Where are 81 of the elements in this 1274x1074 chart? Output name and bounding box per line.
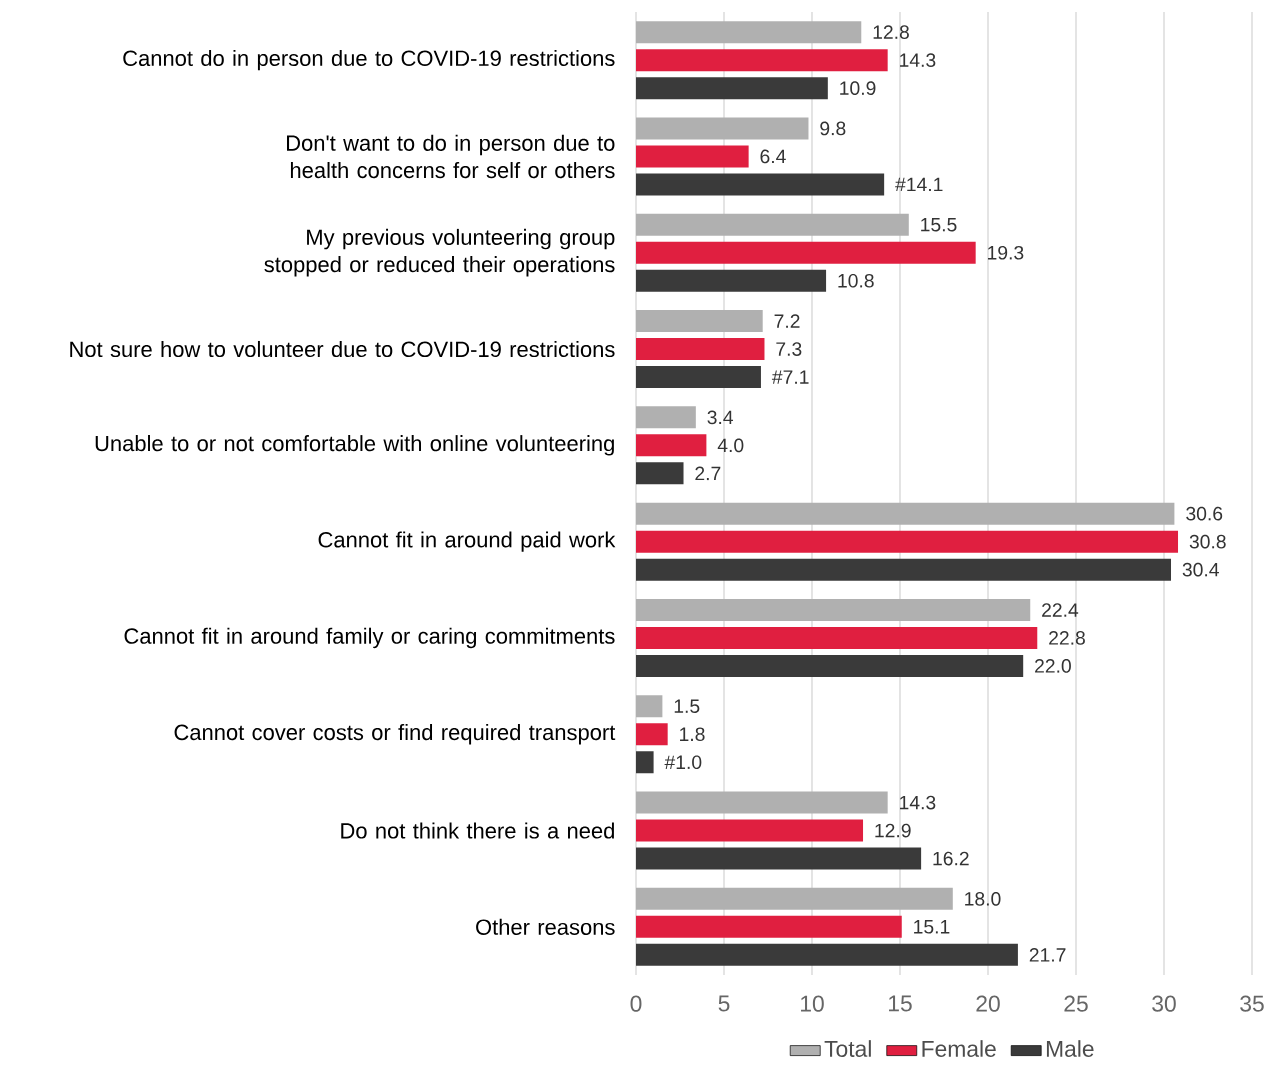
bar <box>636 887 953 910</box>
data-label: 12.8 <box>873 25 909 39</box>
bar <box>636 626 1038 649</box>
data-label: #1.0 <box>664 755 702 770</box>
bar <box>636 310 763 333</box>
bar <box>636 462 684 485</box>
data-label: 16.2 <box>933 851 969 866</box>
y-tick-label: Don't want to do in person due to health concerns for self or others <box>287 134 615 179</box>
data-label: 1.5 <box>674 699 700 713</box>
y-tick-label: Do not think there is a need <box>341 822 614 839</box>
bar <box>636 819 864 842</box>
bar <box>636 366 761 389</box>
legend-label: Female <box>922 1040 996 1057</box>
data-label: 30.8 <box>1189 534 1226 549</box>
data-label: 6.4 <box>760 149 786 164</box>
x-tick-label: 20 <box>976 995 1000 1012</box>
bar <box>636 502 1175 525</box>
data-label: 30.4 <box>1182 562 1219 577</box>
bar <box>636 49 888 72</box>
x-tick-label: 30 <box>1152 995 1176 1012</box>
bar <box>636 915 902 938</box>
data-label: 7.2 <box>774 314 800 328</box>
x-tick-label: 10 <box>801 995 824 1012</box>
bar <box>636 406 696 429</box>
bar <box>636 530 1179 553</box>
data-label: #14.1 <box>895 177 943 192</box>
bar <box>636 269 827 292</box>
bar <box>636 695 663 718</box>
x-tick-label: 5 <box>718 995 730 1012</box>
bar <box>636 943 1018 966</box>
bar <box>636 751 654 774</box>
y-tick-label: Not sure how to volunteer due to COVID-19 restrictions <box>70 340 615 358</box>
y-tick-label: Other reasons <box>476 918 615 935</box>
bar <box>636 791 888 814</box>
bar <box>636 145 749 168</box>
data-label: 2.7 <box>695 466 721 481</box>
data-label: 15.5 <box>921 218 957 232</box>
data-label: 22.8 <box>1049 631 1085 645</box>
bar <box>636 77 828 100</box>
data-label: 10.9 <box>840 81 876 95</box>
data-label: 10.8 <box>838 273 874 288</box>
data-label: 14.3 <box>900 53 936 67</box>
y-tick-label: Cannot fit in around paid work <box>318 531 616 552</box>
legend-label: Total <box>824 1040 871 1057</box>
bar <box>636 338 765 361</box>
bar <box>636 434 707 457</box>
y-tick-label: Cannot fit in around family or caring commitments <box>124 627 615 649</box>
bar <box>636 598 1031 621</box>
legend-label: Male <box>1046 1040 1094 1057</box>
y-tick-label: My previous volunteering group stopped or reduced their operations <box>264 228 615 277</box>
y-tick-label: Cannot cover costs or find required transport <box>174 724 616 745</box>
data-label: 22.4 <box>1042 603 1079 617</box>
bar <box>636 21 862 44</box>
bar <box>636 173 885 196</box>
data-label: 30.6 <box>1186 506 1223 521</box>
data-label: 3.4 <box>707 410 734 425</box>
data-label: #7.1 <box>771 370 809 384</box>
data-label: 1.8 <box>680 727 705 742</box>
data-label: 18.0 <box>965 892 1001 906</box>
bar <box>636 654 1024 677</box>
data-label: 19.3 <box>988 245 1024 260</box>
bar <box>636 241 976 264</box>
data-label: 7.3 <box>776 342 802 356</box>
data-label: 4.0 <box>717 438 744 453</box>
y-tick-label: Cannot do in person due to COVID-19 restrictions <box>123 49 615 71</box>
x-tick-label: 0 <box>630 995 642 1012</box>
data-label: 9.8 <box>820 121 846 136</box>
bar <box>636 213 909 236</box>
x-tick-label: 25 <box>1064 995 1088 1012</box>
data-label: 22.0 <box>1035 659 1071 673</box>
bar <box>636 847 922 870</box>
bar <box>636 558 1172 581</box>
data-label: 12.9 <box>875 823 911 838</box>
x-tick-label: 35 <box>1240 995 1264 1012</box>
bar <box>636 723 668 746</box>
data-label: 15.1 <box>914 920 950 934</box>
data-label: 14.3 <box>900 795 936 810</box>
data-label: 21.7 <box>1029 948 1066 962</box>
x-tick-label: 15 <box>889 995 912 1012</box>
bar <box>636 117 809 140</box>
y-tick-label: Unable to or not comfortable with online volunteering <box>95 435 614 456</box>
